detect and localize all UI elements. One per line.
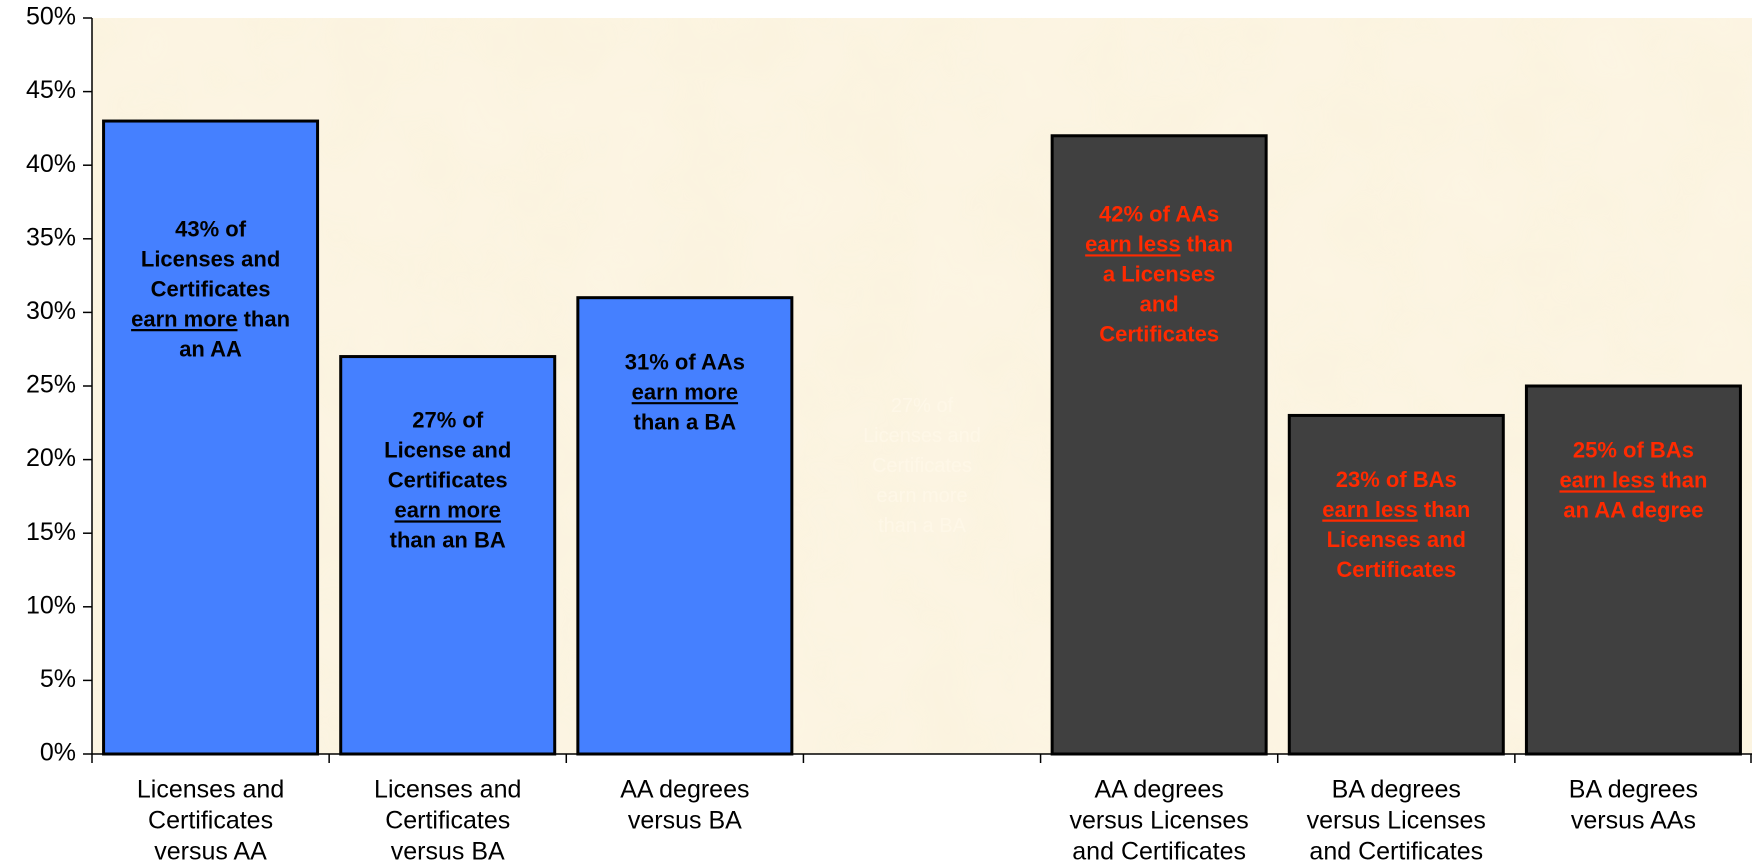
x-category-label: and Certificates: [1309, 838, 1483, 866]
bar-7-label-line-3: an AA degree: [1563, 497, 1703, 522]
bar-1: [102, 119, 320, 756]
bar-5-label-line-3: a Licenses: [1103, 261, 1216, 286]
bar-4-label-line-3: Certificates: [872, 455, 972, 477]
y-axis-tick-labels: 0% 5% 10% 15% 20% 25% 30% 35% 40% 45% 50%: [26, 3, 76, 767]
bar-2: [339, 355, 557, 756]
faded-annotation: 27% of Licenses and Certificates earn more t…: [863, 395, 981, 537]
bar-1-label-line-2: Licenses and: [141, 246, 280, 271]
x-category-label: BA degrees: [1569, 776, 1698, 804]
bars: [102, 119, 1742, 756]
bar-5-label-line-4: and: [1140, 291, 1179, 316]
y-tick-label: 35%: [26, 223, 76, 251]
bar-6-label-line-3: Licenses and: [1327, 527, 1466, 552]
bar-1-label-line-5: an AA: [179, 336, 242, 361]
x-category-label: versus Licenses: [1307, 807, 1486, 835]
y-tick-label: 20%: [26, 444, 76, 472]
x-category-label: Licenses and: [374, 776, 521, 804]
x-category-label: and Certificates: [1072, 838, 1246, 866]
bar-4-label-line-2: Licenses and: [863, 425, 981, 447]
bar-5-label-line-5: Certificates: [1099, 321, 1219, 346]
bar-4-label-line-1: 27% of: [891, 395, 954, 417]
x-axis-category-labels: Licenses and Certificates versus AA License…: [137, 776, 1698, 866]
bar-7: [1524, 384, 1742, 756]
bar-5: [1050, 134, 1268, 756]
bar-3-label-line-2: earn more: [632, 379, 738, 404]
bar-1-label-line-4: earn more than: [131, 306, 290, 331]
bar-2-label-line-2: License and: [384, 437, 511, 462]
bar-7-label-line-2: earn less than: [1559, 467, 1707, 492]
x-category-label: Certificates: [148, 807, 273, 835]
x-category-label: versus AAs: [1571, 807, 1696, 835]
bar-3-label-line-3: than a BA: [634, 409, 737, 434]
x-category-label: versus Licenses: [1070, 807, 1249, 835]
y-tick-label: 40%: [26, 150, 76, 178]
bar-2-label-line-4: earn more: [395, 497, 501, 522]
x-category-label: versus AA: [154, 838, 267, 866]
bar-3-label-line-1: 31% of AAs: [625, 349, 745, 374]
y-tick-label: 30%: [26, 297, 76, 325]
y-tick-label: 0%: [40, 739, 76, 767]
bar-4-label-line-4: earn more: [876, 485, 967, 507]
bar-2-label-line-5: than an BA: [390, 527, 506, 552]
y-tick-label: 25%: [26, 371, 76, 399]
bar-1-label-line-3: Certificates: [151, 276, 271, 301]
bar-6-label-line-1: 23% of BAs: [1336, 467, 1457, 492]
bar-6-label-line-2: earn less than: [1322, 497, 1470, 522]
x-category-label: Certificates: [385, 807, 510, 835]
x-category-label: versus BA: [628, 807, 742, 835]
x-category-label: AA degrees: [620, 776, 749, 804]
bar-5-label-line-2: earn less than: [1085, 231, 1233, 256]
y-tick-label: 15%: [26, 518, 76, 546]
bar-1-label-line-1: 43% of: [175, 216, 247, 241]
x-category-label: BA degrees: [1332, 776, 1461, 804]
y-tick-label: 5%: [40, 665, 76, 693]
x-category-label: versus BA: [391, 838, 505, 866]
bar-2-label-line-1: 27% of: [412, 407, 484, 432]
y-tick-label: 10%: [26, 591, 76, 619]
y-tick-label: 50%: [26, 3, 76, 31]
y-tick-label: 45%: [26, 76, 76, 104]
bar-annotations: 43% of Licenses and Certificates earn more …: [131, 201, 1707, 582]
bar-4-label-line-5: than a BA: [878, 515, 967, 537]
x-category-label: AA degrees: [1095, 776, 1224, 804]
bar-2-label-line-3: Certificates: [388, 467, 508, 492]
axes: [83, 17, 1752, 763]
x-category-label: Licenses and: [137, 776, 284, 804]
bar-3: [576, 296, 794, 756]
bar-6: [1287, 413, 1505, 756]
bar-6-label-line-4: Certificates: [1336, 557, 1456, 582]
bar-5-label-line-1: 42% of AAs: [1099, 201, 1219, 226]
bar-7-label-line-1: 25% of BAs: [1573, 437, 1694, 462]
